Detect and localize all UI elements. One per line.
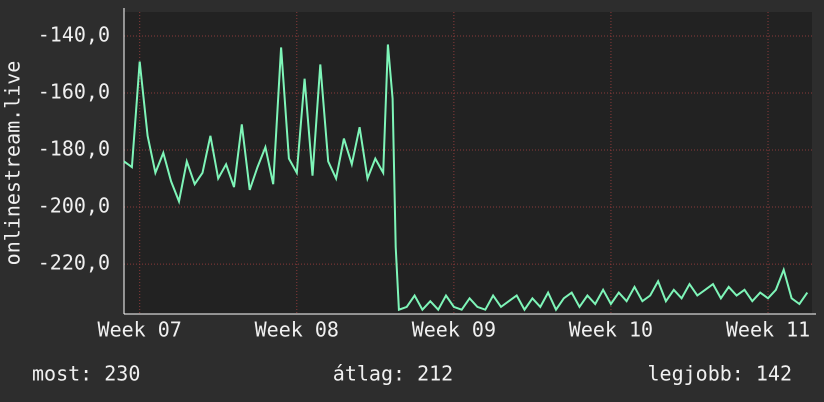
x-tick-label: Week 11 bbox=[726, 318, 810, 342]
plot-area bbox=[124, 12, 812, 314]
footer-average: átlag: 212 bbox=[333, 362, 453, 386]
y-axis-label: onlinestream.live bbox=[1, 61, 25, 266]
y-tick-label: -140,0 bbox=[38, 22, 110, 46]
y-tick-label: -160,0 bbox=[38, 79, 110, 103]
x-tick-label: Week 09 bbox=[412, 318, 496, 342]
x-tick-label: Week 08 bbox=[255, 318, 339, 342]
y-tick-label: -220,0 bbox=[38, 251, 110, 275]
footer-current: most: 230 bbox=[32, 362, 140, 386]
series-line bbox=[123, 44, 809, 312]
x-tick-label: Week 10 bbox=[569, 318, 653, 342]
y-tick-label: -200,0 bbox=[38, 194, 110, 218]
y-tick-label: -180,0 bbox=[38, 137, 110, 161]
x-tick-label: Week 07 bbox=[98, 318, 182, 342]
footer-best: legjobb: 142 bbox=[648, 362, 793, 386]
